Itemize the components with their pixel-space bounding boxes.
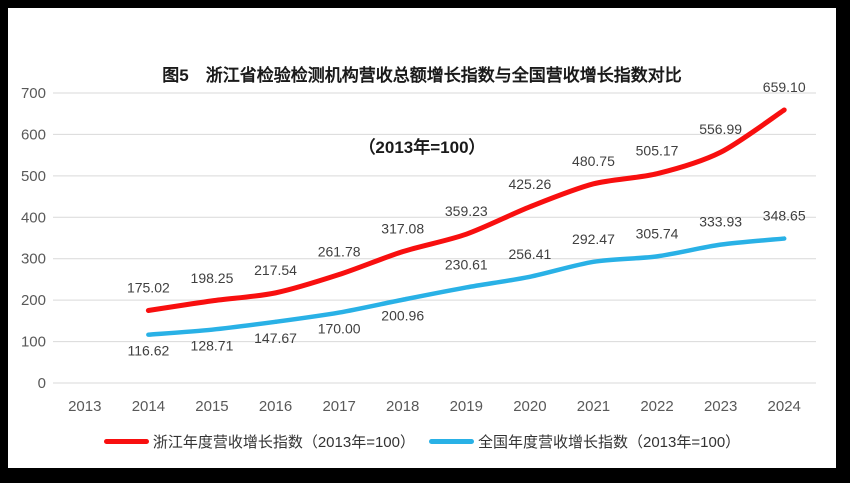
data-label-series1-2023: 333.93 xyxy=(699,214,742,230)
x-axis-tick-2013: 2013 xyxy=(68,398,101,415)
y-axis-tick-200: 200 xyxy=(21,292,46,309)
x-axis-tick-2022: 2022 xyxy=(640,398,673,415)
data-label-series1-2024: 348.65 xyxy=(763,208,806,224)
data-label-series0-2019: 359.23 xyxy=(445,203,488,219)
legend-item-national: 全国年度营收增长指数（2013年=100） xyxy=(429,431,740,452)
legend-label-national: 全国年度营收增长指数（2013年=100） xyxy=(478,434,741,451)
data-label-series1-2018: 200.96 xyxy=(381,308,424,324)
x-axis-tick-2023: 2023 xyxy=(704,398,737,415)
series-line-1 xyxy=(146,236,787,337)
x-axis-tick-2017: 2017 xyxy=(322,398,355,415)
data-label-series0-2020: 425.26 xyxy=(508,176,551,192)
x-axis-tick-2021: 2021 xyxy=(577,398,610,415)
data-label-series1-2022: 305.74 xyxy=(636,225,679,241)
x-axis-tick-2014: 2014 xyxy=(132,398,165,415)
chart-title: 图5 浙江省检验检测机构营收总额增长指数与全国营收增长指数对比 xyxy=(162,66,682,85)
y-axis-tick-0: 0 xyxy=(38,375,46,392)
data-label-series0-2023: 556.99 xyxy=(699,121,742,137)
x-axis-tick-2016: 2016 xyxy=(259,398,292,415)
y-axis-tick-100: 100 xyxy=(21,334,46,351)
data-label-series0-2014: 175.02 xyxy=(127,279,170,295)
x-axis-tick-2024: 2024 xyxy=(768,398,801,415)
x-axis-tick-2018: 2018 xyxy=(386,398,419,415)
data-label-series1-2017: 170.00 xyxy=(318,321,361,337)
x-axis-tick-2019: 2019 xyxy=(450,398,483,415)
data-label-series0-2024: 659.10 xyxy=(763,79,806,95)
y-axis-tick-500: 500 xyxy=(21,168,46,185)
national-series-line-icon xyxy=(429,439,474,444)
data-label-series1-2016: 147.67 xyxy=(254,330,297,346)
data-label-series1-2020: 256.41 xyxy=(508,246,551,262)
legend-label-zhejiang: 浙江年度营收增长指数（2013年=100） xyxy=(152,434,415,451)
y-axis-tick-700: 700 xyxy=(21,85,46,102)
chart-canvas: 图5 浙江省检验检测机构营收总额增长指数与全国营收增长指数对比 （2013年=1… xyxy=(8,8,836,468)
data-label-series0-2022: 505.17 xyxy=(636,143,679,159)
x-axis-tick-2015: 2015 xyxy=(195,398,228,415)
data-label-series0-2018: 317.08 xyxy=(381,221,424,237)
chart-subtitle: （2013年=100） xyxy=(358,138,486,157)
data-label-series1-2019: 230.61 xyxy=(445,256,488,272)
y-axis-tick-400: 400 xyxy=(21,209,46,226)
line-chart-plot-area: 0 100 200 300 400 500 600 700 2013 2014 2015 2016 20… xyxy=(21,79,816,415)
data-label-series0-2016: 217.54 xyxy=(254,262,297,278)
data-label-series1-2014: 116.62 xyxy=(127,343,169,359)
x-axis-tick-2020: 2020 xyxy=(513,398,546,415)
data-label-series0-2021: 480.75 xyxy=(572,153,615,169)
data-label-series1-2015: 128.71 xyxy=(191,338,234,354)
series-line-0 xyxy=(145,107,787,313)
y-axis-tick-600: 600 xyxy=(21,126,46,143)
chart-title-block: 图5 浙江省检验检测机构营收总额增长指数与全国营收增长指数对比 （2013年=1… xyxy=(8,16,836,208)
legend-item-zhejiang: 浙江年度营收增长指数（2013年=100） xyxy=(103,431,415,452)
data-label-series0-2017: 261.78 xyxy=(318,244,361,260)
zhejiang-series-line-icon xyxy=(103,439,149,444)
chart-legend: 浙江年度营收增长指数（2013年=100） 全国年度营收增长指数（2013年=1… xyxy=(8,431,836,452)
data-label-series0-2015: 198.25 xyxy=(191,270,234,286)
y-axis-tick-300: 300 xyxy=(21,251,46,268)
data-label-series1-2021: 292.47 xyxy=(572,231,615,247)
